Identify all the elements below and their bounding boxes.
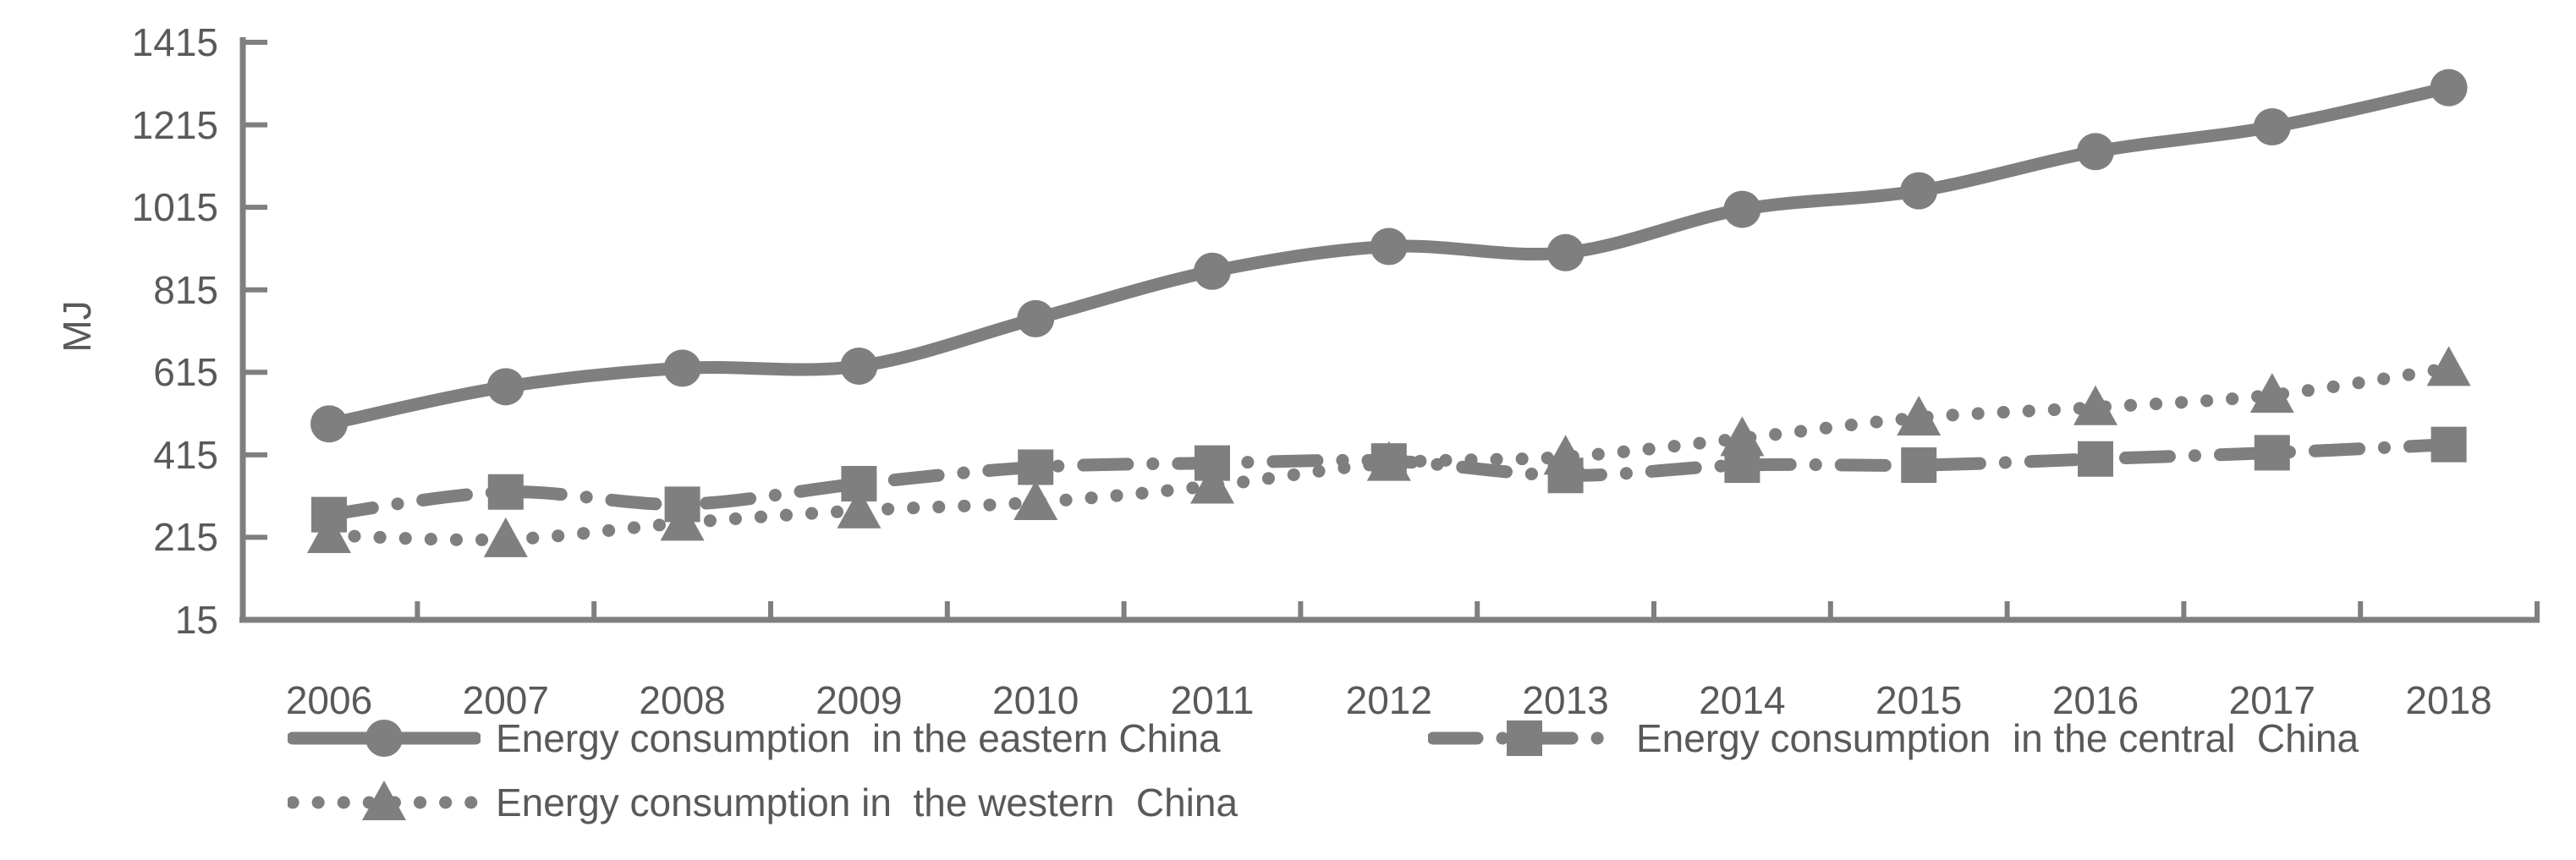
legend-item-eastern: Energy consumption in the eastern China bbox=[288, 713, 1221, 764]
legend-swatch-eastern-solid-circle-icon bbox=[288, 720, 481, 757]
legend-label-western: Energy consumption in the western China bbox=[496, 781, 1239, 824]
legend-item-western: Energy consumption in the western China bbox=[288, 777, 1238, 828]
legend-swatch-western-dotted-triangle-icon bbox=[288, 781, 481, 820]
legend-item-central: Energy consumption in the central China bbox=[1428, 713, 2359, 764]
legend-label-central: Energy consumption in the central China bbox=[1636, 716, 2359, 760]
y-axis-title: MJ bbox=[55, 300, 99, 353]
legend-label-eastern: Energy consumption in the eastern China bbox=[496, 716, 1221, 760]
legend-swatch-central-dash-square-icon bbox=[1428, 720, 1621, 756]
